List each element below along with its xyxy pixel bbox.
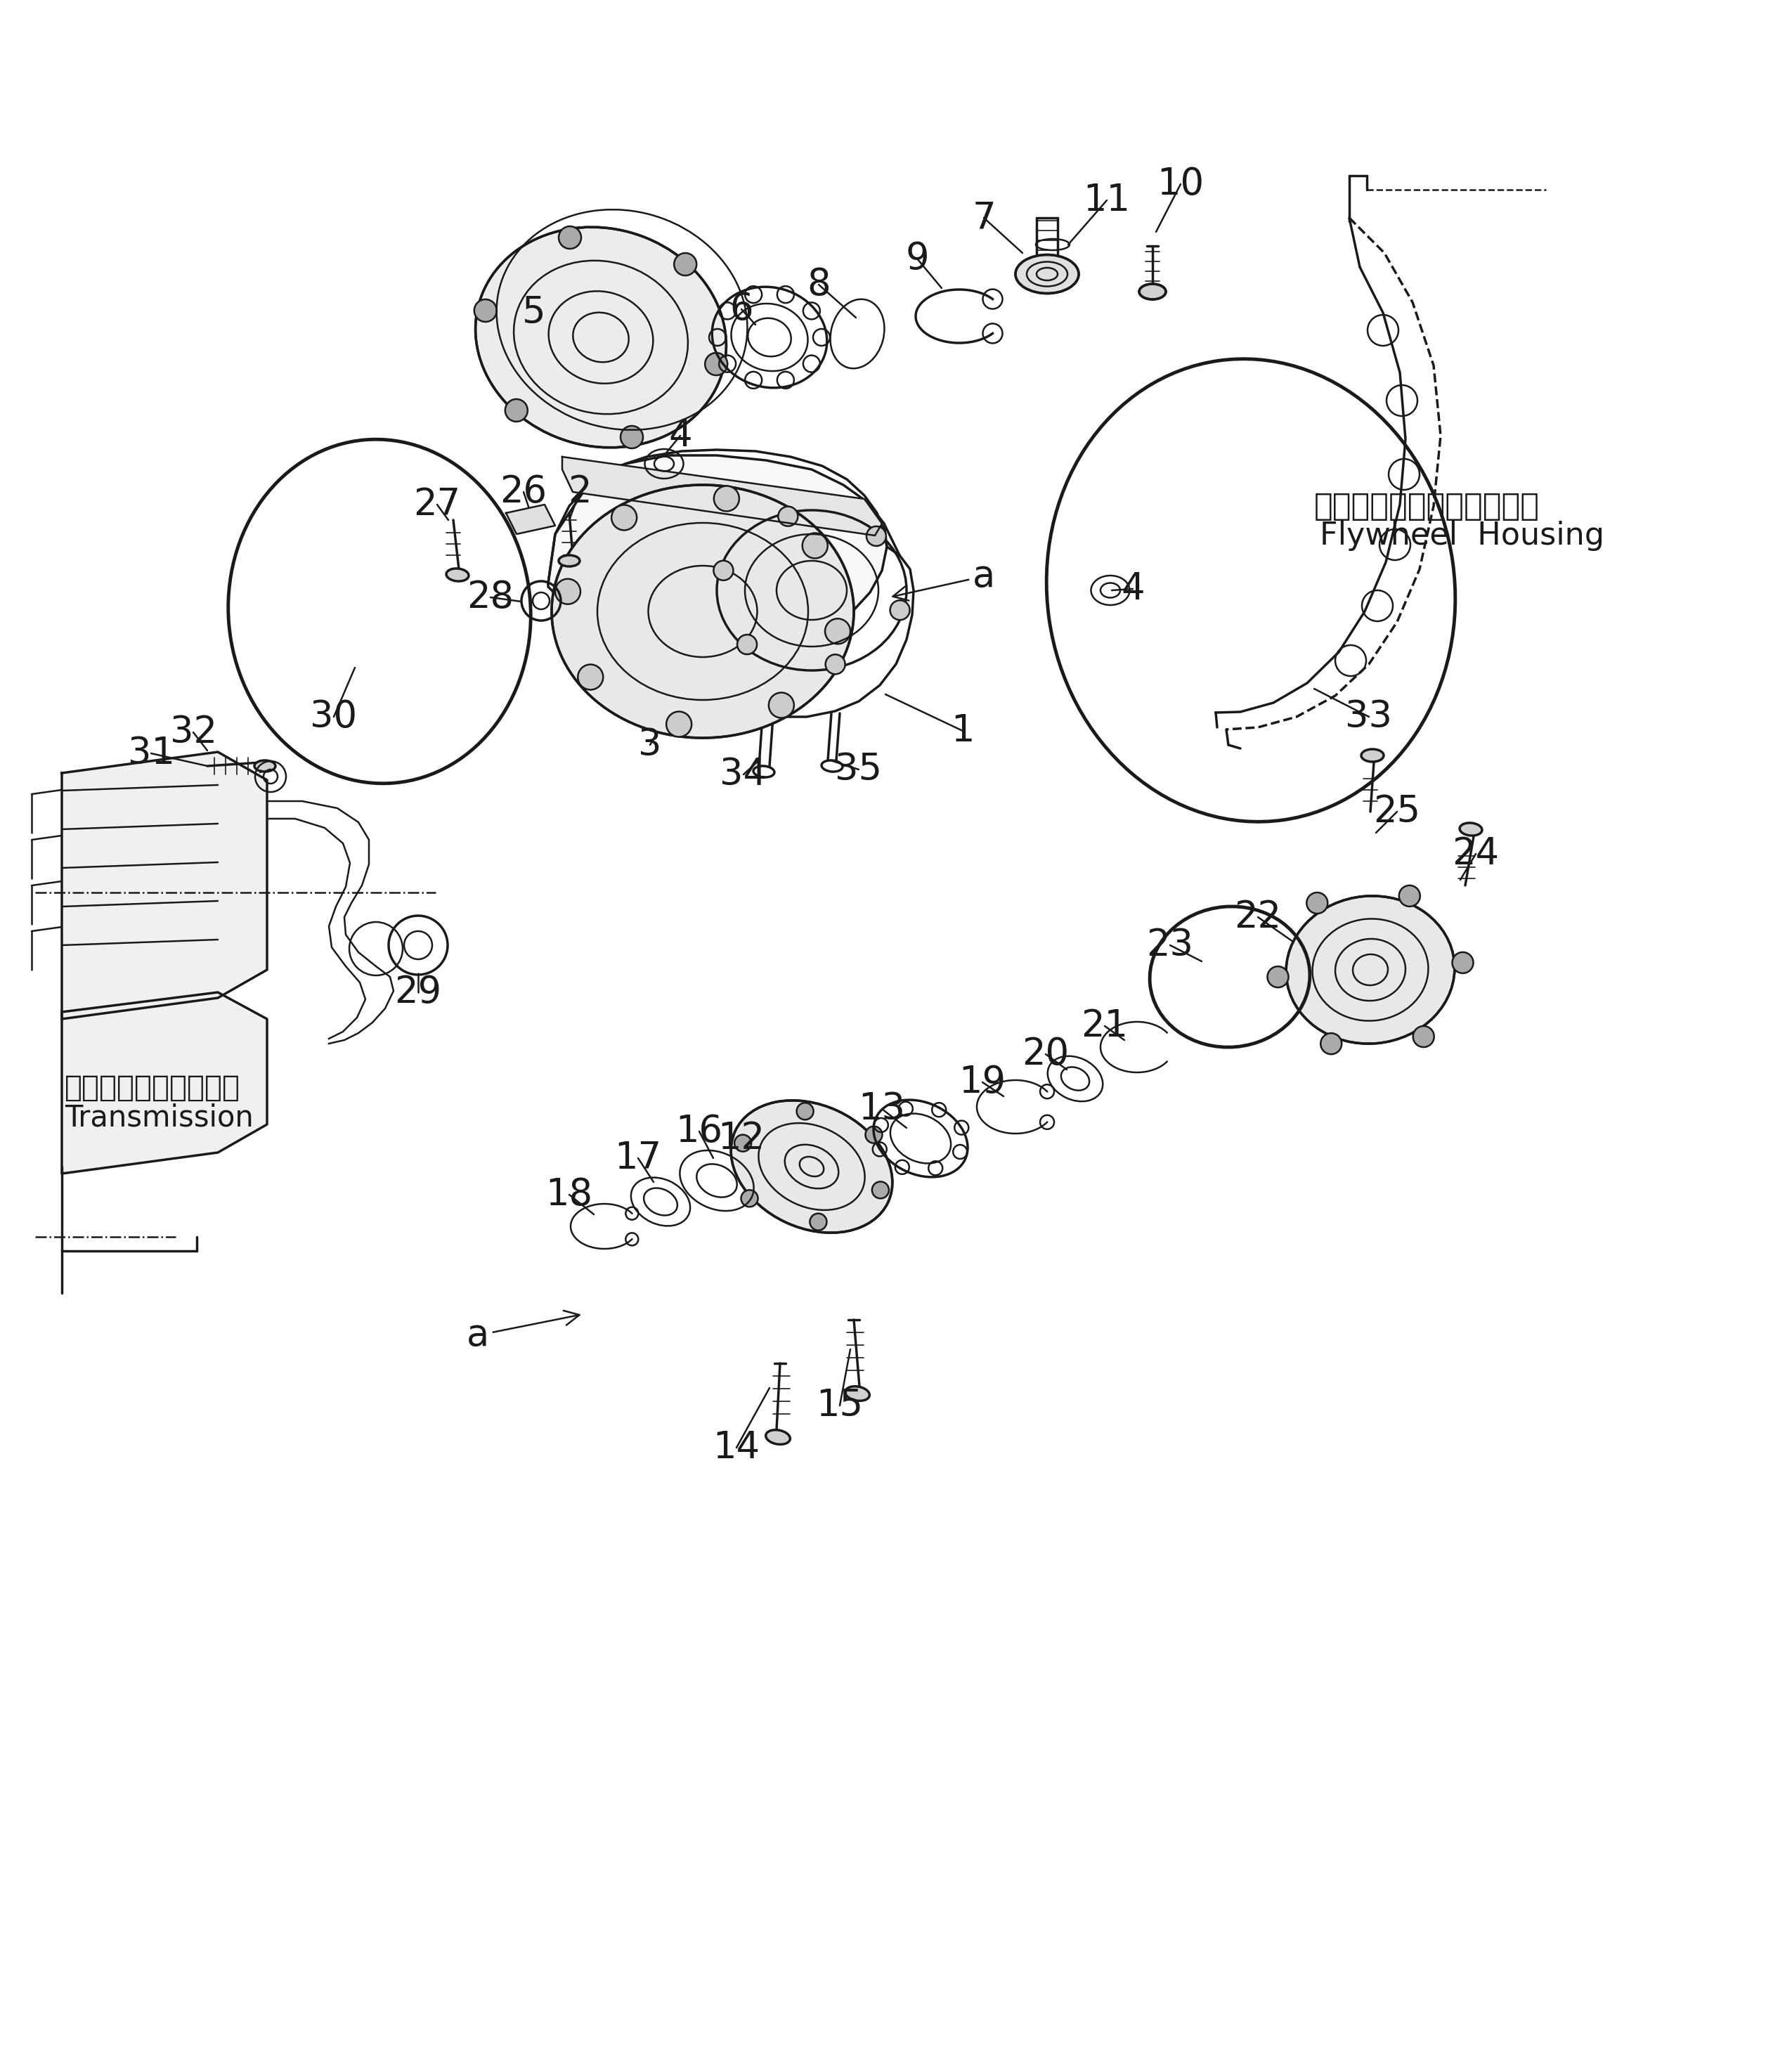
Circle shape [611,506,636,530]
Text: 22: 22 [1235,898,1281,935]
Text: Transmission: Transmission [65,1102,253,1133]
Ellipse shape [1287,896,1455,1044]
Circle shape [797,1102,814,1119]
Text: 23: 23 [1147,927,1193,964]
Text: 25: 25 [1373,793,1421,830]
Text: 27: 27 [414,487,461,522]
Text: 11: 11 [1084,182,1131,219]
Text: 17: 17 [615,1139,661,1176]
Text: 34: 34 [720,755,767,793]
Ellipse shape [446,568,470,582]
Circle shape [735,1135,751,1152]
Polygon shape [505,504,556,535]
Ellipse shape [475,227,726,448]
Circle shape [704,353,728,376]
Circle shape [866,526,885,547]
Text: 8: 8 [806,266,830,303]
Text: a: a [466,1311,579,1354]
Text: Flywheel  Housing: Flywheel Housing [1319,520,1604,551]
Text: 3: 3 [638,727,661,764]
Circle shape [713,485,738,512]
Text: 26: 26 [500,473,547,510]
Polygon shape [548,456,887,646]
Text: フライホイールハウジング: フライホイールハウジング [1314,491,1539,520]
Ellipse shape [1460,824,1482,836]
Text: 14: 14 [713,1430,760,1465]
Text: 18: 18 [545,1176,593,1214]
Text: 15: 15 [815,1387,864,1424]
Circle shape [577,665,604,689]
Text: 29: 29 [394,974,441,1011]
Text: 1: 1 [952,712,975,749]
Circle shape [873,1181,889,1199]
Circle shape [810,1214,826,1230]
Polygon shape [563,456,882,535]
Text: 4: 4 [668,417,692,454]
Circle shape [826,654,846,675]
Circle shape [1321,1034,1342,1055]
Text: 31: 31 [127,735,174,772]
Circle shape [778,506,797,526]
Ellipse shape [254,760,276,772]
Circle shape [559,227,581,250]
Text: 4: 4 [1122,570,1145,607]
Text: 2: 2 [568,473,591,510]
Circle shape [737,634,756,654]
Text: 35: 35 [835,751,882,788]
Text: 30: 30 [310,698,357,735]
Ellipse shape [731,1100,892,1232]
Text: 7: 7 [971,200,996,235]
Text: 28: 28 [468,580,514,615]
Ellipse shape [1362,749,1383,762]
Circle shape [891,601,910,619]
Circle shape [556,578,581,605]
Circle shape [1306,892,1328,914]
Ellipse shape [559,555,581,566]
Ellipse shape [1140,285,1167,299]
Text: 9: 9 [905,239,928,277]
Ellipse shape [1016,254,1079,293]
Polygon shape [63,751,267,1020]
Circle shape [475,299,496,322]
Text: トランスミッション－: トランスミッション－ [65,1073,240,1102]
Circle shape [1267,966,1288,987]
Circle shape [505,398,527,421]
Circle shape [667,712,692,737]
Circle shape [803,533,828,559]
Text: 16: 16 [676,1112,722,1150]
Circle shape [713,561,733,580]
Ellipse shape [765,1430,790,1445]
Circle shape [866,1127,882,1143]
Circle shape [1414,1026,1434,1046]
Text: 6: 6 [729,291,753,328]
Text: a: a [892,557,995,601]
Text: 10: 10 [1158,165,1204,202]
Text: 5: 5 [521,295,547,330]
Text: 24: 24 [1452,836,1500,873]
Text: 19: 19 [959,1063,1005,1100]
Ellipse shape [552,485,853,739]
Circle shape [742,1191,758,1207]
Text: 20: 20 [1021,1036,1070,1073]
Text: 33: 33 [1346,698,1392,735]
Text: 12: 12 [719,1121,765,1156]
Text: 32: 32 [170,714,217,751]
Text: 21: 21 [1081,1007,1129,1044]
Circle shape [1400,885,1419,906]
Circle shape [1452,952,1473,974]
Text: 13: 13 [858,1090,905,1127]
Circle shape [769,694,794,718]
Circle shape [674,254,697,275]
Circle shape [824,619,851,644]
Ellipse shape [846,1387,869,1401]
Circle shape [620,425,643,448]
Polygon shape [63,993,267,1174]
